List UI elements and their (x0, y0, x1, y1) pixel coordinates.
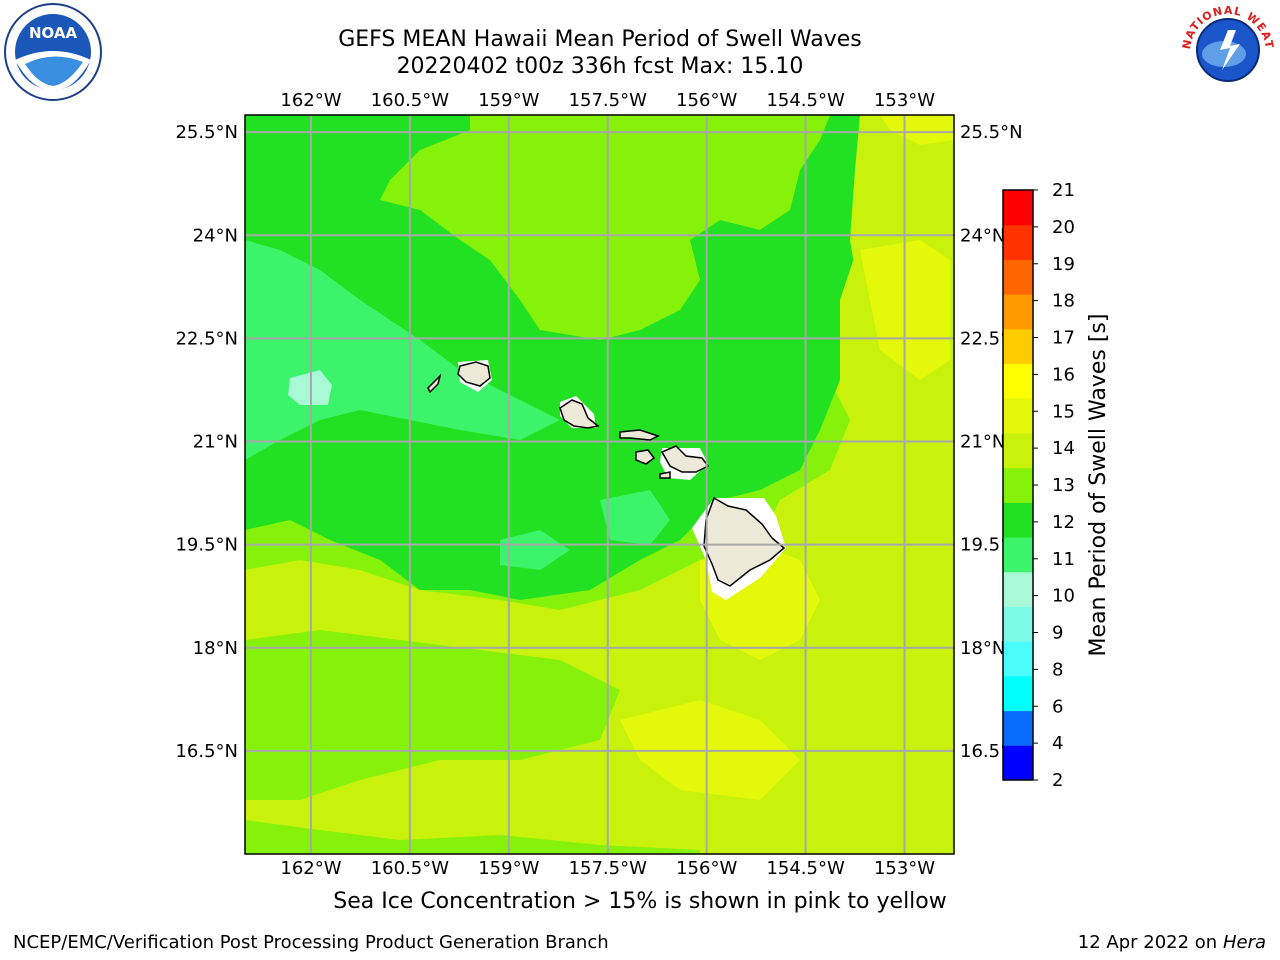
lon-label-bottom: 159°W (478, 858, 539, 879)
colorbar-tick-label: 20 (1052, 217, 1075, 238)
colorbar-segment (1003, 224, 1033, 260)
lon-label-bottom: 156°W (676, 858, 737, 879)
lat-label-left: 24°N (193, 225, 238, 246)
lat-label-right: 18°N (960, 638, 1005, 659)
sea-ice-note: Sea Ice Concentration > 15% is shown in … (333, 889, 947, 914)
lon-label-bottom: 154.5°W (766, 858, 845, 879)
island-molokai (619, 429, 660, 441)
lon-label-bottom: 160.5°W (371, 858, 450, 879)
lat-label-right: 24°N (960, 225, 1005, 246)
swell-contour-10-11-c (500, 530, 570, 570)
colorbar-segment (1003, 745, 1033, 781)
colorbar-segment (1003, 710, 1033, 746)
colorbar-segment (1003, 432, 1033, 469)
colorbar-tick-label: 12 (1052, 512, 1075, 533)
swell-contour-10-11-b (600, 490, 670, 545)
lon-label-top: 153°W (874, 90, 935, 111)
colorbar-tick-label: 2 (1052, 770, 1063, 791)
graticule (245, 115, 954, 854)
noaa-logo: NOAA (4, 3, 102, 101)
tick-labels: 162°W 162°W 160.5°W 160.5°W 159°W 159°W 157.5°… (175, 90, 1022, 879)
colorbar-tick-label: 19 (1052, 254, 1075, 275)
lon-label-top: 154.5°W (766, 90, 845, 111)
colorbar-segment (1003, 467, 1033, 503)
map-title-line1: GEFS MEAN Hawaii Mean Period of Swell Wa… (338, 27, 862, 52)
islands (427, 361, 786, 587)
colorbar-tick-label: 15 (1052, 401, 1075, 422)
island-kahoolawe (659, 471, 671, 479)
colorbar-tick-label: 17 (1052, 328, 1075, 349)
island-niihau (427, 373, 442, 394)
island-lanai (635, 449, 656, 465)
map-title-line2: 20220402 t00z 336h fcst Max: 15.10 (396, 54, 804, 79)
lon-label-top: 159°W (478, 90, 539, 111)
island-kauai (457, 361, 491, 387)
colorbar-label: Mean Period of Swell Waves [s] (1086, 314, 1111, 657)
lon-label-bottom: 162°W (280, 858, 341, 879)
colorbar-tick-label: 21 (1052, 180, 1075, 201)
swell-contour-12-13-b (245, 630, 620, 800)
island-oahu (559, 399, 600, 429)
colorbar-tick-label: 11 (1052, 549, 1075, 570)
colorbar-tick-label: 18 (1052, 291, 1075, 312)
colorbar-segment (1003, 398, 1033, 434)
colorbar-tick-label: 14 (1052, 438, 1075, 459)
colorbar-segment (1003, 537, 1033, 573)
lat-label-right: 21°N (960, 432, 1005, 453)
colorbar-segment (1003, 571, 1033, 607)
lat-label-left: 18°N (193, 638, 238, 659)
nws-logo: NATIONAL WEATHER SERVICE (1178, 0, 1276, 98)
colorbar-segment (1003, 363, 1033, 399)
colorbar: 2 4 6 8 9 10 11 12 13 14 15 16 17 18 19 20 21 Mean Period… (1002, 180, 1111, 791)
date-line: 12 Apr 2022 on Hera (1078, 932, 1266, 953)
machine-name: Hera (1222, 932, 1266, 953)
colorbar-segment (1003, 294, 1033, 330)
colorbar-segment (1003, 675, 1033, 712)
lon-label-top: 157.5°W (569, 90, 648, 111)
lon-label-bottom: 157.5°W (569, 858, 648, 879)
svg-text:NOAA: NOAA (29, 24, 78, 42)
colorbar-segment (1003, 502, 1033, 538)
map-plot-area (245, 115, 954, 854)
lat-label-left: 22.5°N (175, 328, 238, 349)
colorbar-segment (1003, 259, 1033, 295)
swell-contour-14-15-d (880, 115, 954, 145)
colorbar-tick-label: 6 (1052, 696, 1063, 717)
island-maui (660, 445, 710, 473)
colorbar-tick-label: 13 (1052, 475, 1075, 496)
colorbar-segment (1003, 328, 1033, 365)
lat-label-left: 21°N (193, 432, 238, 453)
lat-label-left: 25.5°N (175, 122, 238, 143)
credit-line: NCEP/EMC/Verification Post Processing Pr… (13, 932, 609, 953)
colorbar-tick-label: 4 (1052, 733, 1063, 754)
lon-label-top: 162°W (280, 90, 341, 111)
colorbar-segment (1003, 190, 1033, 226)
colorbar-tick-label: 10 (1052, 586, 1075, 607)
date-text: 12 Apr 2022 on (1077, 932, 1218, 953)
colorbar-tick-label: 9 (1052, 623, 1063, 644)
map-frame (244, 114, 955, 855)
colorbar-tick-label: 8 (1052, 659, 1063, 680)
swell-contour-12-13-c (245, 820, 700, 854)
lat-label-right: 25.5°N (960, 122, 1023, 143)
lat-label-left: 19.5°N (175, 535, 238, 556)
lon-label-top: 156°W (676, 90, 737, 111)
island-hawaii (703, 496, 786, 587)
lon-label-bottom: 153°W (874, 858, 935, 879)
colorbar-segment (1003, 606, 1033, 642)
lat-label-left: 16.5°N (175, 741, 238, 762)
colorbar-tick-label: 16 (1052, 364, 1075, 385)
colorbar-segment (1003, 641, 1033, 677)
lon-label-top: 160.5°W (371, 90, 450, 111)
